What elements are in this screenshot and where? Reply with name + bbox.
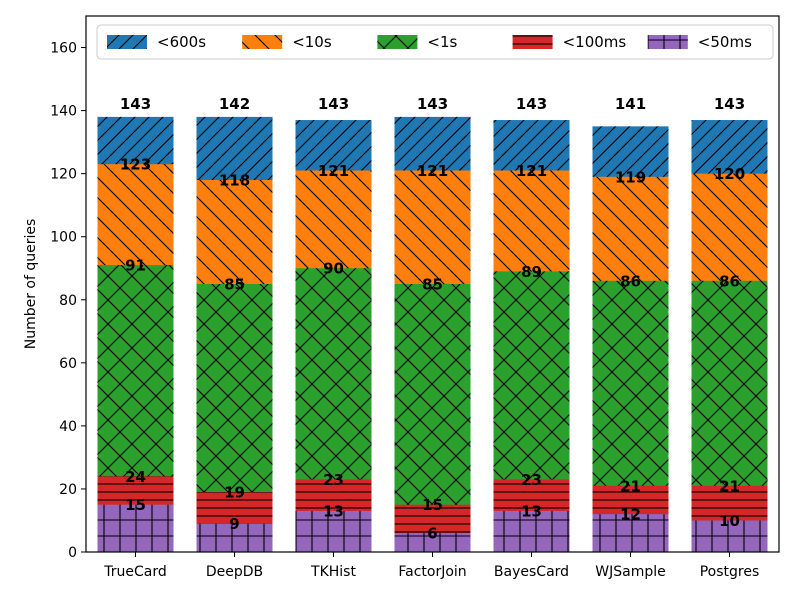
legend-item: <10s [242,33,332,51]
x-tick-label: Postgres [700,564,760,580]
bar-total-label: 143 [714,95,745,113]
legend-item: <1s [377,33,458,51]
y-tick-label: 100 [50,230,77,246]
segment-value-label: 90 [323,260,344,278]
segment-value-label: 85 [224,276,245,294]
segment-value-label: 120 [714,165,745,183]
legend-swatch-hatch [647,35,688,49]
x-tick-label: DeepDB [206,564,263,580]
bar-total-label: 142 [219,95,250,113]
segment-value-label: 121 [516,162,547,180]
y-tick-label: 80 [59,293,77,309]
x-axis: TrueCard DeepDB TKHist FactorJoin BayesCard W… [103,552,759,580]
segment-value-label: 23 [323,471,344,489]
legend-swatch-hatch [512,35,553,49]
segment-value-label: 23 [521,471,542,489]
bar-hatch [592,514,669,552]
legend-swatch-hatch [107,35,147,49]
y-tick-label: 140 [50,104,77,120]
bar-segment [592,514,669,552]
segment-value-label: 10 [719,512,740,530]
segment-value-label: 24 [125,468,146,486]
segment-value-label: 21 [719,477,740,495]
segment-value-label: 15 [125,496,146,514]
y-tick-label: 20 [59,482,77,498]
segment-value-label: 21 [620,477,641,495]
y-axis: 0 20 40 60 80 100 120 140 160 [50,41,86,561]
bar-segment [394,533,471,552]
x-tick-label: FactorJoin [398,564,466,580]
legend-label: <50ms [698,33,752,51]
y-tick-label: 160 [50,41,77,57]
bar-segment [295,511,372,552]
bar-hatch [493,511,570,552]
legend: <600s <10s <1s <100ms <50ms [96,24,774,60]
x-tick-label: WJSample [595,564,665,580]
segment-value-label: 6 [427,525,437,543]
legend-label: <600s [157,33,206,51]
segment-value-label: 118 [219,171,250,189]
x-tick-label: BayesCard [494,564,569,580]
bar-total-label: 143 [318,95,349,113]
bar-hatch [196,523,273,552]
segment-value-label: 9 [229,515,239,533]
bar-segment [493,511,570,552]
segment-value-label: 123 [120,156,151,174]
segment-value-label: 91 [125,257,146,275]
bar-hatch [394,533,471,552]
segment-value-label: 86 [719,272,740,290]
legend-label: <1s [427,33,457,51]
y-tick-label: 0 [68,545,77,561]
segment-value-label: 15 [422,496,443,514]
segment-value-label: 89 [521,263,542,281]
segment-value-label: 12 [620,506,641,524]
bar-hatch [295,511,372,552]
legend-item: <600s [107,33,206,51]
legend-item: <50ms [647,33,752,51]
bar-hatch [691,520,768,552]
segment-value-label: 13 [521,503,542,521]
y-axis-label: Number of queries [23,219,39,350]
y-tick-label: 40 [59,419,77,435]
segment-value-label: 19 [224,484,245,502]
segment-labels-layer: 15 9 13 6 13 12 10 24 19 23 15 23 21 21 91 85 90 85 89 86 86… [120,95,745,542]
segment-value-label: 119 [615,168,646,186]
segment-value-label: 13 [323,503,344,521]
bar-segment [691,520,768,552]
bar-total-label: 143 [516,95,547,113]
bar-total-label: 141 [615,95,646,113]
segment-value-label: 121 [318,162,349,180]
legend-swatch-hatch [242,35,283,49]
y-tick-label: 60 [59,356,77,372]
bar-total-label: 143 [120,95,151,113]
segment-value-label: 85 [422,276,443,294]
segment-value-label: 86 [620,272,641,290]
bar-total-label: 143 [417,95,448,113]
legend-swatch-hatch [377,35,418,49]
segment-value-label: 121 [417,162,448,180]
x-tick-label: TrueCard [103,564,167,580]
bars-layer [97,116,768,553]
legend-box [96,24,774,60]
legend-label: <100ms [563,33,627,51]
legend-label: <10s [292,33,332,51]
x-tick-label: TKHist [310,564,356,580]
bar-segment [196,523,273,552]
legend-item: <100ms [512,33,627,51]
y-tick-label: 120 [50,167,77,183]
bar-segment [493,271,570,552]
bar-segment [97,504,174,552]
bar-hatch [97,504,174,552]
